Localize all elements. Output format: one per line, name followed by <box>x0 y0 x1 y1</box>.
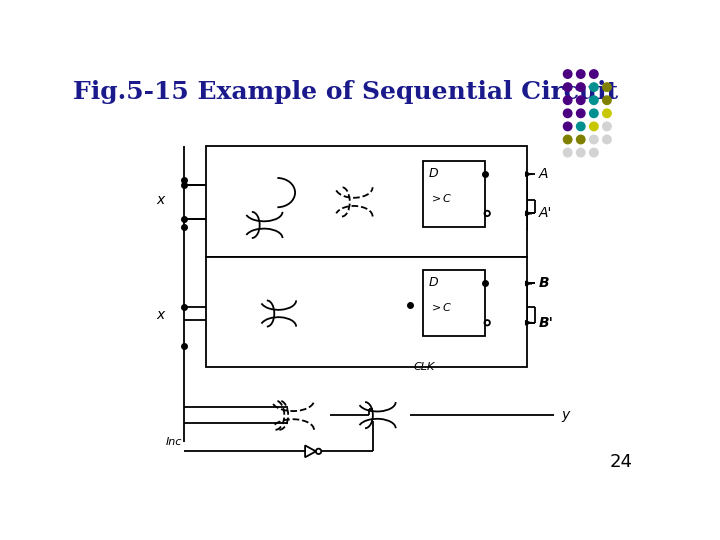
Circle shape <box>564 135 572 144</box>
Circle shape <box>564 122 572 131</box>
Circle shape <box>577 135 585 144</box>
Circle shape <box>577 96 585 104</box>
Circle shape <box>590 109 598 118</box>
Circle shape <box>603 122 611 131</box>
Circle shape <box>564 109 572 118</box>
Text: $>C$: $>C$ <box>429 301 452 313</box>
Text: A': A' <box>539 206 552 220</box>
Bar <box>423 161 485 226</box>
Circle shape <box>590 135 598 144</box>
Text: B': B' <box>539 316 553 330</box>
Circle shape <box>577 148 585 157</box>
Text: Inc: Inc <box>166 437 182 447</box>
Circle shape <box>590 70 598 78</box>
Text: $>C$: $>C$ <box>429 192 452 204</box>
Text: B: B <box>539 276 549 291</box>
Circle shape <box>590 148 598 157</box>
Circle shape <box>564 83 572 91</box>
Circle shape <box>564 70 572 78</box>
Text: CLK: CLK <box>414 362 435 373</box>
Circle shape <box>564 96 572 104</box>
Text: A: A <box>539 167 548 181</box>
Text: $x$: $x$ <box>156 308 166 322</box>
Text: 24: 24 <box>610 454 633 471</box>
Text: Fig.5-15 Example of Sequential Circuit: Fig.5-15 Example of Sequential Circuit <box>73 80 618 104</box>
Text: D: D <box>429 276 438 289</box>
Circle shape <box>603 83 611 91</box>
Text: y: y <box>562 408 570 422</box>
Bar <box>206 257 527 367</box>
Circle shape <box>590 83 598 91</box>
Circle shape <box>564 148 572 157</box>
Circle shape <box>577 83 585 91</box>
Circle shape <box>577 109 585 118</box>
Text: D: D <box>429 167 438 180</box>
Bar <box>206 146 527 257</box>
Text: $x$: $x$ <box>156 193 166 206</box>
Circle shape <box>577 70 585 78</box>
Circle shape <box>603 96 611 104</box>
Circle shape <box>603 109 611 118</box>
Circle shape <box>590 96 598 104</box>
Circle shape <box>603 135 611 144</box>
Circle shape <box>590 122 598 131</box>
Circle shape <box>577 122 585 131</box>
Bar <box>423 271 485 336</box>
